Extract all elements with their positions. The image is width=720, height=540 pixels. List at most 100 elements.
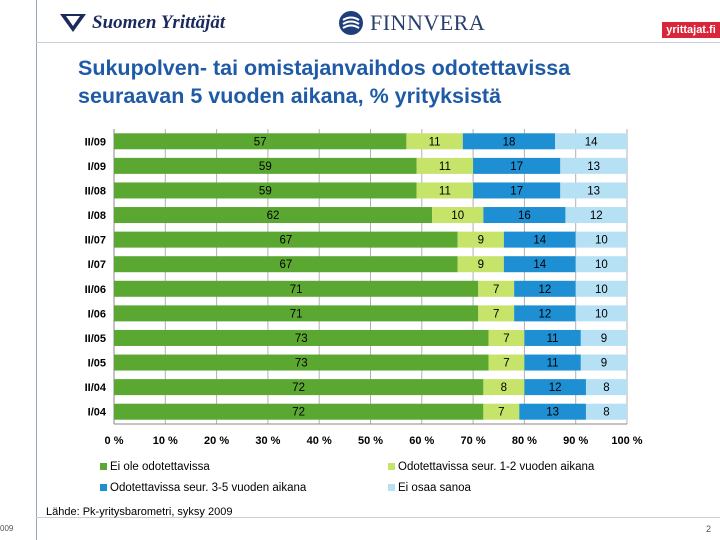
bar-segment <box>585 403 627 420</box>
bar-segment <box>114 256 458 273</box>
x-tick-label: 50 % <box>358 435 383 447</box>
bar-segment <box>580 354 627 371</box>
bar-segment <box>114 133 407 150</box>
data-label: 12 <box>549 382 562 394</box>
finnvera-emblem-icon <box>339 11 363 35</box>
category-label: II/07 <box>85 235 106 247</box>
bar-segment <box>406 133 463 150</box>
data-label: 14 <box>533 235 546 247</box>
bar-segment <box>488 354 525 371</box>
data-label: 7 <box>493 308 499 320</box>
data-label: 14 <box>533 259 546 271</box>
bar-segment <box>478 280 515 297</box>
bar-segment <box>575 280 627 297</box>
data-label: 11 <box>429 136 441 148</box>
x-tick-label: 10 % <box>153 435 178 447</box>
data-label: 13 <box>546 407 559 419</box>
x-tick-label: 60 % <box>409 435 434 447</box>
bar-segment <box>555 133 627 150</box>
bar-segment <box>488 329 525 346</box>
data-label: 9 <box>478 259 484 271</box>
data-label: 8 <box>603 382 609 394</box>
bar-segment <box>483 379 525 396</box>
x-tick-label: 20 % <box>204 435 229 447</box>
data-label: 9 <box>478 235 484 247</box>
legend-swatch <box>100 484 107 491</box>
data-label: 9 <box>601 333 607 345</box>
logo-center-text: FINNVERA <box>370 10 486 35</box>
data-label: 7 <box>503 333 509 345</box>
bar-segment <box>114 354 489 371</box>
data-label: 67 <box>279 259 292 271</box>
data-label: 17 <box>510 161 523 173</box>
bar-segment <box>416 157 474 174</box>
bar-segment <box>114 305 479 322</box>
data-label: 11 <box>439 185 451 197</box>
category-label: I/05 <box>88 358 106 370</box>
data-label: 10 <box>595 259 608 271</box>
data-label: 57 <box>254 136 267 148</box>
bar-segment <box>519 403 586 420</box>
bar-segment <box>114 207 433 224</box>
data-label: 72 <box>292 382 305 394</box>
bar-segment <box>462 133 556 150</box>
data-label: 13 <box>587 161 600 173</box>
data-label: 67 <box>279 235 292 247</box>
data-label: 13 <box>587 185 600 197</box>
bar-segment <box>114 280 479 297</box>
x-tick-label: 40 % <box>307 435 332 447</box>
data-label: 14 <box>585 136 598 148</box>
logo-left-text: Suomen Yrittäjät <box>92 12 226 33</box>
bar-segment <box>503 256 576 273</box>
bar-segment <box>575 305 627 322</box>
legend-label: Ei ole odotettavissa <box>110 461 210 473</box>
category-label: II/09 <box>85 136 106 148</box>
data-label: 9 <box>601 358 607 370</box>
bar-segment <box>585 379 627 396</box>
bar-segment <box>114 182 417 199</box>
suomen-yrittajat-emblem-icon <box>60 14 86 32</box>
bar-segment <box>114 379 484 396</box>
legend-label: Ei osaa sanoa <box>398 482 471 494</box>
source-note: Lähde: Pk-yritysbarometri, syksy 2009 <box>46 506 233 518</box>
category-label: I/08 <box>88 210 106 222</box>
x-tick-label: 80 % <box>512 435 537 447</box>
data-label: 10 <box>595 308 608 320</box>
bar-segment <box>457 231 504 248</box>
chart-title: Sukupolven- tai omistajanvaihdos odotett… <box>78 56 571 108</box>
suomen-yrittajat-logo: Suomen Yrittäjät <box>58 6 225 40</box>
bar-segment <box>473 182 561 199</box>
data-label: 7 <box>503 358 509 370</box>
category-label: II/06 <box>85 284 106 296</box>
bar-segment <box>416 182 474 199</box>
bar-segment <box>514 305 576 322</box>
data-label: 59 <box>259 185 272 197</box>
data-label: 18 <box>503 136 516 148</box>
data-label: 11 <box>547 358 559 370</box>
bar-segment <box>114 231 458 248</box>
category-label: II/05 <box>85 333 106 345</box>
data-label: 10 <box>595 235 608 247</box>
x-tick-label: 0 % <box>105 435 124 447</box>
x-tick-label: 70 % <box>461 435 486 447</box>
bar-segment <box>580 329 627 346</box>
left-rule <box>36 0 37 540</box>
data-label: 12 <box>590 210 603 222</box>
yrittajat-fi-logo: yrittajat.fi <box>662 22 720 38</box>
bar-segment <box>114 157 417 174</box>
data-label: 73 <box>295 358 308 370</box>
bar-segment <box>483 403 520 420</box>
x-tick-label: 100 % <box>611 435 642 447</box>
footer-left-text: 009 <box>0 524 14 533</box>
data-label: 73 <box>295 333 308 345</box>
data-label: 7 <box>498 407 504 419</box>
page-number: 2 <box>706 524 712 534</box>
data-label: 7 <box>493 284 499 296</box>
legend-label: Odotettavissa seur. 1-2 vuoden aikana <box>398 461 595 473</box>
data-label: 12 <box>539 284 552 296</box>
footer-divider <box>36 517 720 518</box>
data-label: 71 <box>290 308 303 320</box>
bar-segment <box>575 231 627 248</box>
data-label: 72 <box>292 407 305 419</box>
category-label: II/08 <box>85 185 106 197</box>
